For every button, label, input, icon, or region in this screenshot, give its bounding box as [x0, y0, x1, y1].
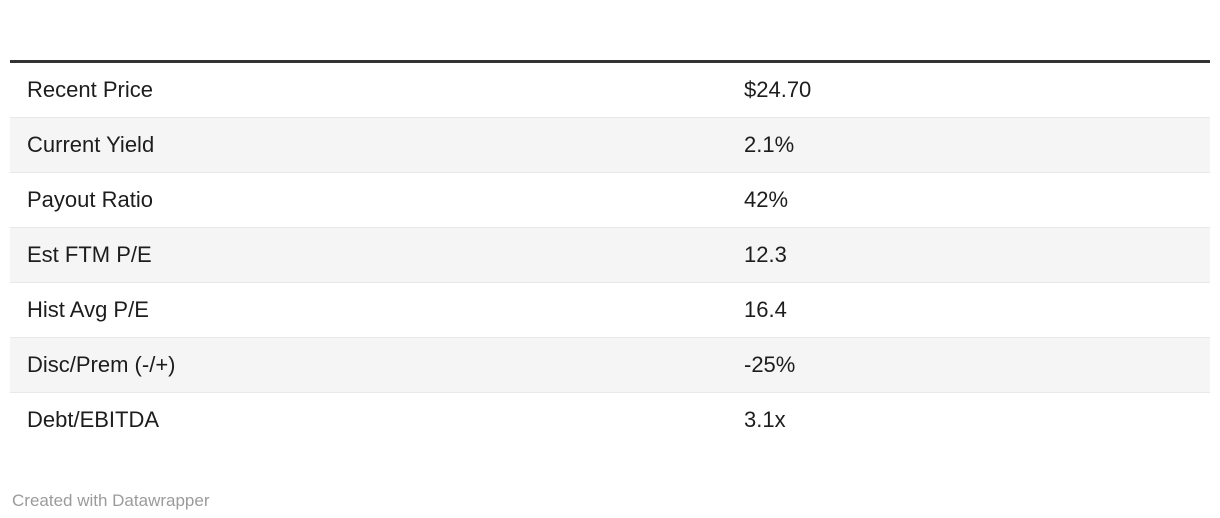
metric-label: Debt/EBITDA: [10, 392, 727, 447]
metric-label: Recent Price: [27, 77, 153, 102]
metric-label: Current Yield: [10, 117, 727, 173]
attribution-footer: Created with Datawrapper: [12, 490, 1210, 512]
table-row: Payout Ratio 42%: [10, 172, 1210, 228]
table-row: Disc/Prem (-/+) -25%: [10, 337, 1210, 393]
table-row: Current Yield 2.1%: [10, 117, 1210, 173]
metrics-table-body: Recent Price $24.70 Current Yield 2.1% P…: [10, 62, 1210, 447]
metric-label: Payout Ratio: [10, 172, 727, 228]
metric-value: 16.4: [727, 282, 1210, 338]
table-row: Hist Avg P/E 16.4: [10, 282, 1210, 338]
metrics-table: Recent Price $24.70 Current Yield 2.1% P…: [10, 60, 1210, 447]
metric-value: $24.70: [744, 77, 812, 102]
metric-value: 2.1%: [727, 117, 1210, 173]
metric-value: 12.3: [727, 227, 1210, 283]
table-row: Recent Price $24.70: [10, 62, 1210, 118]
metric-label: Disc/Prem (-/+): [10, 337, 727, 393]
metric-value: 42%: [727, 172, 1210, 228]
table-row: Est FTM P/E 12.3: [10, 227, 1210, 283]
metric-value: 3.1x: [727, 392, 1210, 447]
table-row: Debt/EBITDA 3.1x: [10, 392, 1210, 447]
metric-value: -25%: [727, 337, 1210, 393]
datawrapper-attribution-link[interactable]: Created with Datawrapper: [12, 491, 210, 510]
metric-label: Est FTM P/E: [10, 227, 727, 283]
metric-label: Hist Avg P/E: [10, 282, 727, 338]
